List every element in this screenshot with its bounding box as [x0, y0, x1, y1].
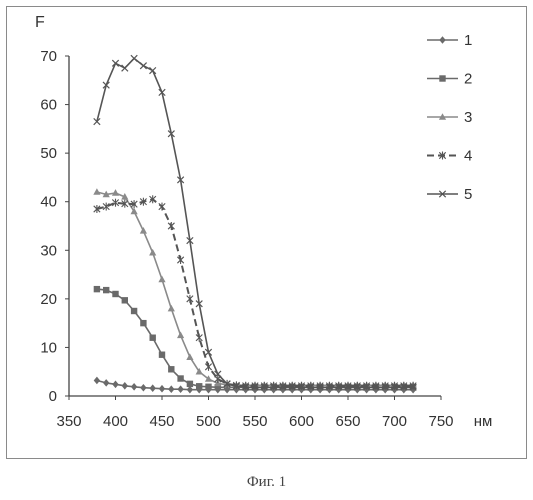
- line-chart: 0 10 20 30 40 50 60 70 350 400 450 500 550 600 650 700 7…: [0, 0, 533, 470]
- series-5: [94, 55, 417, 390]
- x-tick-label: 600: [289, 413, 314, 430]
- legend-item-5: 5: [427, 186, 472, 203]
- data-point-5: [122, 65, 128, 71]
- x-axis-unit: нм: [474, 413, 493, 430]
- data-point-2: [94, 286, 100, 292]
- data-point-4: [196, 334, 202, 342]
- y-tick-label: 60: [40, 97, 57, 114]
- series-line-3: [97, 192, 413, 385]
- legend-label-3: 3: [464, 109, 472, 126]
- data-point-1: [159, 385, 165, 393]
- data-point-1: [112, 381, 118, 389]
- figure-caption: Фиг. 1: [0, 474, 533, 491]
- series-2: [94, 286, 417, 391]
- data-point-4: [159, 203, 165, 211]
- data-point-3: [149, 249, 156, 256]
- data-point-3: [168, 305, 175, 312]
- x-tick-label: 650: [335, 413, 360, 430]
- x-tick-label: 400: [103, 413, 128, 430]
- data-point-1: [168, 385, 174, 393]
- y-tick-label: 30: [40, 242, 57, 259]
- data-point-5: [112, 60, 118, 66]
- legend-item-1: 1: [427, 32, 472, 49]
- series-line-2: [97, 289, 413, 387]
- data-point-2: [168, 366, 174, 372]
- data-point-2: [131, 308, 137, 314]
- legend-label-1: 1: [464, 32, 472, 49]
- data-point-1: [140, 384, 146, 392]
- series-3: [93, 188, 416, 388]
- data-point-1: [150, 384, 156, 392]
- y-tick-label: 0: [49, 388, 57, 405]
- axes: [65, 56, 441, 400]
- x-tick-label: 550: [242, 413, 267, 430]
- data-point-4: [187, 295, 193, 303]
- data-point-2: [159, 352, 165, 358]
- data-point-5: [140, 63, 146, 69]
- legend-label-5: 5: [464, 186, 472, 203]
- data-point-3: [93, 188, 100, 195]
- series-line-5: [97, 58, 413, 387]
- data-point-5: [150, 67, 156, 73]
- x-tick-label: 700: [382, 413, 407, 430]
- data-point-1: [94, 377, 100, 385]
- data-point-4: [168, 222, 174, 230]
- legend-marker-1: [439, 36, 445, 44]
- data-point-1: [177, 385, 183, 393]
- x-tick-label: 350: [56, 413, 81, 430]
- legend-label-4: 4: [464, 148, 472, 165]
- data-point-1: [131, 383, 137, 391]
- data-point-3: [177, 331, 184, 338]
- data-point-4: [177, 256, 183, 264]
- data-point-3: [112, 189, 119, 196]
- data-point-2: [112, 291, 118, 297]
- data-point-5: [131, 55, 137, 61]
- series-layer: [93, 55, 416, 393]
- data-point-2: [122, 297, 128, 303]
- data-point-4: [205, 363, 211, 371]
- legend-item-4: 4: [427, 148, 472, 165]
- data-point-1: [103, 379, 109, 387]
- legend-label-2: 2: [464, 71, 472, 88]
- x-tick-label: 500: [196, 413, 221, 430]
- data-point-2: [150, 335, 156, 341]
- y-tick-label: 40: [40, 194, 57, 211]
- tick-labels: 0 10 20 30 40 50 60 70 350 400 450 500 550 600 650 700 7…: [40, 48, 492, 430]
- y-tick-label: 10: [40, 339, 57, 356]
- data-point-3: [158, 276, 165, 283]
- data-point-2: [205, 384, 211, 390]
- series-4: [94, 195, 417, 390]
- y-tick-label: 50: [40, 145, 57, 162]
- x-tick-label: 450: [149, 413, 174, 430]
- x-tick-label: 750: [428, 413, 453, 430]
- data-point-2: [196, 383, 202, 389]
- legend-marker-2: [439, 75, 445, 81]
- legend: 1 2 3 4 5: [427, 32, 472, 203]
- data-point-2: [103, 287, 109, 293]
- legend-item-3: 3: [427, 109, 472, 126]
- data-point-3: [140, 227, 147, 234]
- y-tick-label: 70: [40, 48, 57, 65]
- data-point-1: [122, 382, 128, 390]
- data-point-2: [187, 381, 193, 387]
- data-point-2: [140, 320, 146, 326]
- data-point-3: [186, 353, 193, 360]
- legend-item-2: 2: [427, 71, 472, 88]
- series-line-4: [97, 199, 413, 385]
- y-tick-label: 20: [40, 291, 57, 308]
- data-point-2: [177, 375, 183, 381]
- y-axis-label: F: [35, 14, 45, 31]
